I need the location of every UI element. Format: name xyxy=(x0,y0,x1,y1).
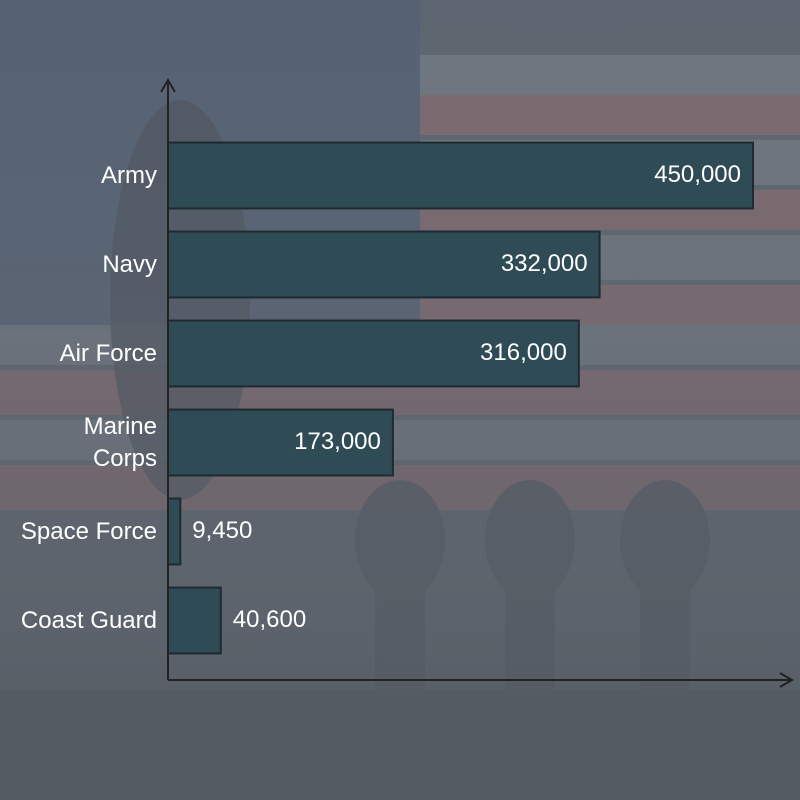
bar xyxy=(167,141,754,210)
bar xyxy=(167,319,580,388)
category-label: Space Force xyxy=(20,517,157,545)
bar xyxy=(167,586,222,655)
category-label: Coast Guard xyxy=(20,606,157,634)
bar xyxy=(167,230,601,299)
y-axis-arrow xyxy=(160,78,176,93)
bar xyxy=(167,408,394,477)
value-label: 40,600 xyxy=(233,606,306,633)
bar xyxy=(167,497,182,566)
category-label: Air Force xyxy=(59,339,157,367)
value-label: 316,000 xyxy=(480,339,567,366)
category-label: Navy xyxy=(102,250,157,278)
category-label: Marine Corps xyxy=(83,412,157,472)
category-label: Army xyxy=(101,161,157,189)
value-label: 9,450 xyxy=(192,517,252,544)
value-label: 173,000 xyxy=(294,428,381,455)
value-label: 450,000 xyxy=(654,161,741,188)
x-axis-arrow xyxy=(779,672,794,688)
value-label: 332,000 xyxy=(501,250,588,277)
